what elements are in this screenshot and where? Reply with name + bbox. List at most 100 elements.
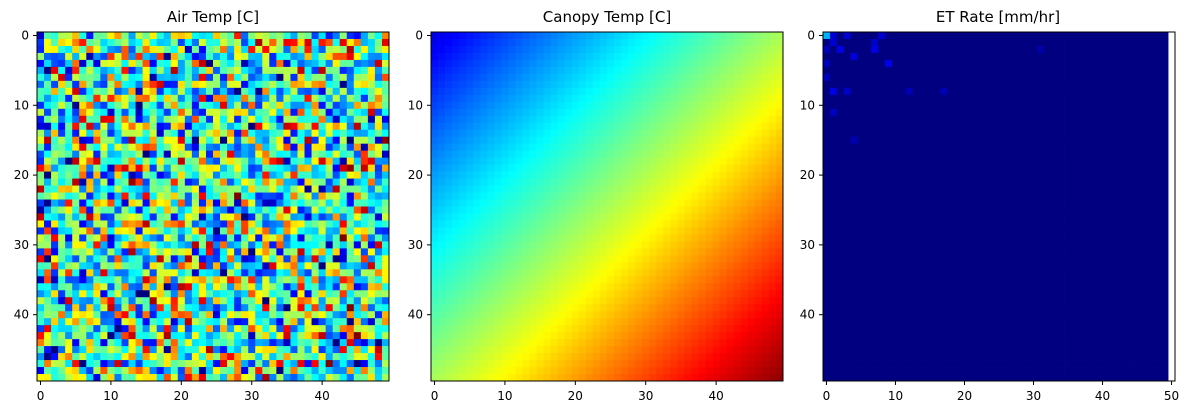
heatmap-cell	[170, 227, 179, 235]
heatmap-cell	[262, 157, 270, 165]
heatmap-cell	[585, 332, 594, 340]
heatmap-cell	[621, 367, 629, 375]
heatmap-cell	[536, 171, 544, 179]
heatmap-cell	[754, 220, 763, 228]
heatmap-cell	[663, 136, 671, 145]
heatmap-cell	[255, 115, 263, 124]
heatmap-cell	[255, 122, 263, 131]
heatmap-cell	[649, 157, 657, 165]
heatmap-cell	[452, 297, 460, 305]
heatmap-cell	[494, 255, 502, 263]
heatmap-cell	[508, 80, 516, 89]
heatmap-cell	[367, 360, 376, 368]
heatmap-cell	[466, 66, 474, 75]
heatmap-cell	[733, 290, 742, 298]
heatmap-cell	[607, 185, 615, 193]
heatmap-cell	[607, 108, 615, 117]
heatmap-cell	[121, 283, 129, 291]
heatmap-cell	[445, 255, 453, 263]
heatmap-cell	[473, 304, 481, 312]
heatmap-cell	[747, 339, 756, 347]
heatmap-cell	[37, 269, 45, 277]
heatmap-cell	[445, 199, 453, 207]
heatmap-cell	[283, 199, 291, 207]
heatmap-cell	[466, 185, 474, 193]
heatmap-cell	[290, 332, 298, 340]
heatmap-cell	[719, 255, 728, 263]
heatmap-cell	[241, 178, 249, 186]
heatmap-cell	[58, 241, 66, 249]
heatmap-cell	[494, 87, 502, 96]
heatmap-cell	[191, 332, 200, 340]
heatmap-cell	[58, 318, 66, 326]
heatmap-cell	[93, 122, 101, 131]
heatmap-cell	[353, 353, 362, 361]
heatmap-cell	[705, 164, 713, 172]
heatmap-cell	[480, 374, 488, 382]
heatmap-cell	[726, 290, 735, 298]
heatmap-cell	[353, 290, 362, 298]
heatmap-cell	[480, 248, 488, 256]
heatmap-cell	[592, 339, 601, 347]
heatmap-cell	[663, 248, 671, 256]
heatmap-cell	[466, 52, 474, 61]
heatmap-cell	[100, 185, 108, 193]
heatmap-cell	[227, 94, 235, 103]
heatmap-cell	[213, 101, 221, 110]
heatmap-cell	[51, 206, 59, 214]
heatmap-cell	[775, 346, 784, 354]
heatmap-cell	[121, 45, 129, 54]
heatmap-cell	[522, 304, 530, 312]
heatmap-cell	[353, 318, 362, 326]
heatmap-cell	[276, 248, 284, 256]
heatmap-cell	[346, 136, 355, 145]
heatmap-cell	[459, 32, 467, 40]
heatmap-cell	[592, 38, 601, 47]
heatmap-cell	[607, 73, 615, 82]
heatmap-cell	[381, 234, 390, 242]
heatmap-cell	[276, 367, 284, 375]
heatmap-cell	[367, 311, 376, 319]
heatmap-cell	[360, 311, 369, 319]
heatmap-cell	[135, 52, 143, 61]
heatmap-cell	[128, 199, 136, 207]
heatmap-cell	[37, 318, 45, 326]
heatmap-cell	[649, 220, 657, 228]
heatmap-cell	[621, 318, 629, 326]
heatmap-cell	[585, 318, 594, 326]
heatmap-cell	[452, 360, 460, 368]
heatmap-cell	[332, 297, 341, 305]
heatmap-cell	[466, 269, 474, 277]
heatmap-cell	[100, 353, 108, 361]
heatmap-cell	[149, 115, 158, 124]
heatmap-cell	[276, 38, 284, 47]
heatmap-cell	[297, 66, 305, 75]
heatmap-cell	[473, 32, 481, 40]
heatmap-cell	[571, 122, 580, 131]
heatmap-cell	[367, 171, 376, 179]
heatmap-cell	[438, 374, 446, 382]
heatmap-cell	[360, 262, 369, 270]
heatmap-cell	[248, 87, 256, 96]
heatmap-cell	[677, 45, 685, 54]
heatmap-cell	[564, 136, 573, 145]
heatmap-cell	[599, 66, 608, 75]
heatmap-cell	[227, 171, 235, 179]
heatmap-cell	[198, 269, 207, 277]
heatmap-cell	[311, 136, 319, 145]
heatmap-cell	[494, 367, 502, 375]
heatmap-cell	[726, 255, 735, 263]
heatmap-cell	[663, 59, 671, 68]
heatmap-cell	[494, 178, 502, 186]
heatmap-cell	[276, 206, 284, 214]
heatmap-cell	[135, 374, 143, 382]
heatmap-cell	[51, 32, 59, 40]
heatmap-cell	[262, 220, 270, 228]
heatmap-cell	[543, 32, 552, 40]
heatmap-cell	[592, 185, 601, 193]
heatmap-cell	[642, 220, 650, 228]
heatmap-cell	[248, 262, 256, 270]
heatmap-cell	[227, 213, 235, 221]
heatmap-cell	[431, 374, 439, 382]
heatmap-cell	[649, 353, 657, 361]
